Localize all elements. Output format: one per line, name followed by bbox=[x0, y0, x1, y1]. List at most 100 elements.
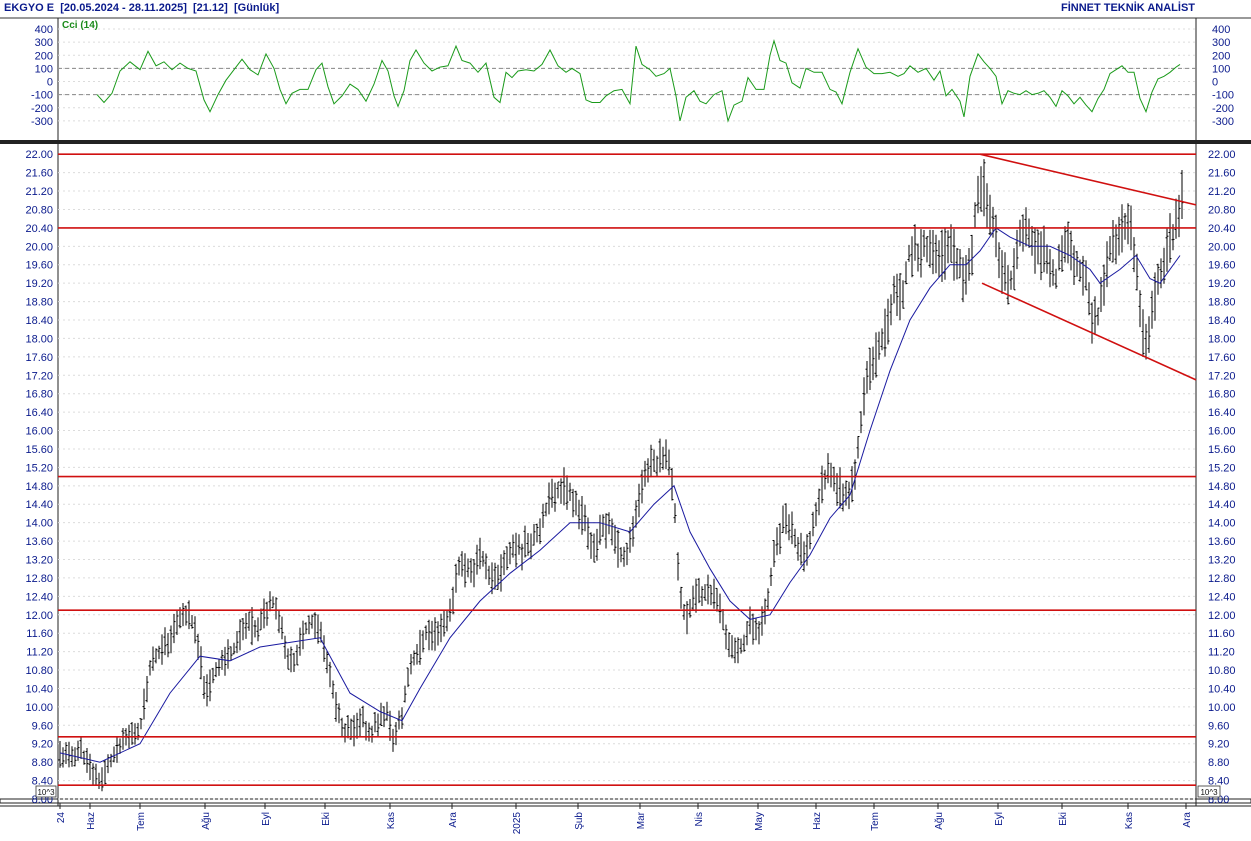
price-bar bbox=[259, 608, 263, 631]
price-bar bbox=[850, 466, 854, 503]
price-bar bbox=[262, 598, 266, 629]
chart-header-info: EKGYO E [20.05.2024 - 28.11.2025] [21.12… bbox=[4, 2, 279, 14]
price-bar bbox=[403, 685, 407, 703]
last-price-label: [21.12] bbox=[192, 2, 228, 14]
price-bar bbox=[202, 676, 206, 699]
price-bar bbox=[1054, 268, 1058, 289]
x-tick-label: Eyl bbox=[994, 812, 1005, 826]
price-bar bbox=[301, 620, 305, 650]
price-bar bbox=[478, 537, 482, 570]
price-bar bbox=[214, 662, 218, 678]
cci-indicator-title: Cci (14) bbox=[62, 20, 99, 31]
cci-tick-label-right: 300 bbox=[1212, 37, 1230, 49]
price-bar bbox=[526, 533, 530, 556]
cci-tick-label-right: -100 bbox=[1212, 90, 1234, 102]
price-bar bbox=[790, 511, 794, 545]
price-bar bbox=[1030, 226, 1034, 256]
price-bar bbox=[163, 627, 167, 656]
price-bar bbox=[604, 513, 608, 549]
price-tick-label-left: 17.60 bbox=[25, 352, 53, 364]
price-bar bbox=[394, 722, 398, 746]
price-bar bbox=[967, 248, 971, 281]
brand-label: FİNNET TEKNİK ANALİST bbox=[1060, 2, 1195, 14]
price-bar bbox=[397, 710, 401, 730]
price-bar bbox=[430, 620, 434, 651]
price-bar bbox=[1156, 263, 1160, 295]
price-bar bbox=[580, 496, 584, 535]
price-bar bbox=[559, 478, 563, 504]
price-bar bbox=[232, 642, 236, 655]
price-bar bbox=[634, 500, 638, 528]
period-label: [Günlük] bbox=[233, 2, 280, 14]
price-bar bbox=[556, 481, 560, 499]
price-bar bbox=[808, 531, 812, 550]
price-bar bbox=[553, 482, 557, 512]
price-bar bbox=[340, 717, 344, 737]
lower-trend-line bbox=[981, 282, 1197, 381]
price-bar bbox=[919, 229, 923, 278]
price-bar bbox=[820, 465, 824, 504]
price-bar bbox=[745, 621, 749, 646]
price-bar bbox=[835, 473, 839, 506]
price-bar bbox=[589, 532, 593, 559]
price-bar bbox=[169, 625, 173, 654]
price-bar bbox=[1180, 170, 1184, 219]
price-bar bbox=[1069, 230, 1073, 271]
price-bar bbox=[805, 534, 809, 566]
price-bar bbox=[1015, 229, 1019, 270]
price-bar bbox=[697, 578, 701, 604]
price-bar bbox=[979, 166, 983, 212]
price-bar bbox=[244, 613, 248, 639]
price-bar bbox=[1003, 252, 1007, 291]
price-tick-label-right: 8.40 bbox=[1208, 776, 1229, 788]
price-tick-label-left: 21.60 bbox=[25, 168, 53, 180]
x-tick-label: Eki bbox=[321, 812, 332, 826]
price-bar bbox=[106, 754, 110, 774]
price-bar bbox=[568, 482, 572, 501]
price-bar bbox=[691, 585, 695, 611]
cci-tick-label-right: 400 bbox=[1212, 24, 1230, 36]
price-tick-label-right: 20.40 bbox=[1208, 223, 1236, 235]
price-bar bbox=[307, 615, 311, 635]
price-bar bbox=[1072, 245, 1076, 285]
exponent-label-right: 10^3 bbox=[1197, 785, 1221, 798]
price-tick-label-right: 18.00 bbox=[1208, 333, 1236, 345]
price-bar bbox=[298, 627, 302, 656]
price-bar bbox=[205, 674, 209, 707]
price-bar bbox=[631, 516, 635, 547]
price-bar bbox=[826, 453, 830, 484]
price-bar bbox=[373, 712, 377, 733]
price-bar bbox=[925, 236, 929, 263]
price-bar bbox=[1036, 229, 1040, 265]
price-bar bbox=[457, 556, 461, 576]
x-tick-label: Tem bbox=[870, 812, 881, 831]
price-bar bbox=[886, 298, 890, 345]
price-bar bbox=[352, 715, 356, 747]
price-bar bbox=[658, 438, 662, 473]
price-bar bbox=[793, 528, 797, 548]
cci-tick-label-left: -100 bbox=[31, 90, 53, 102]
price-bar bbox=[538, 518, 542, 545]
price-bar bbox=[148, 660, 152, 676]
price-bar bbox=[601, 514, 605, 537]
price-bar bbox=[154, 648, 158, 664]
price-bar bbox=[901, 280, 905, 309]
price-bar bbox=[667, 449, 671, 476]
price-bar bbox=[955, 248, 959, 280]
price-bar bbox=[268, 591, 272, 612]
price-bar bbox=[133, 723, 137, 745]
price-bar bbox=[1024, 207, 1028, 247]
price-bar bbox=[187, 600, 191, 630]
price-bar bbox=[463, 553, 467, 588]
price-bar bbox=[895, 273, 899, 316]
price-bar bbox=[334, 692, 338, 722]
cci-tick-label-left: 200 bbox=[35, 50, 53, 62]
cci-tick-label-left: -200 bbox=[31, 103, 53, 115]
x-tick-label: Haz bbox=[812, 812, 823, 830]
cci-tick-label-right: -300 bbox=[1212, 116, 1234, 128]
price-bar bbox=[622, 546, 626, 567]
price-tick-label-left: 22.00 bbox=[25, 149, 53, 161]
price-tick-label-left: 14.00 bbox=[25, 518, 53, 530]
price-bar bbox=[652, 449, 656, 472]
price-bar bbox=[433, 617, 437, 651]
